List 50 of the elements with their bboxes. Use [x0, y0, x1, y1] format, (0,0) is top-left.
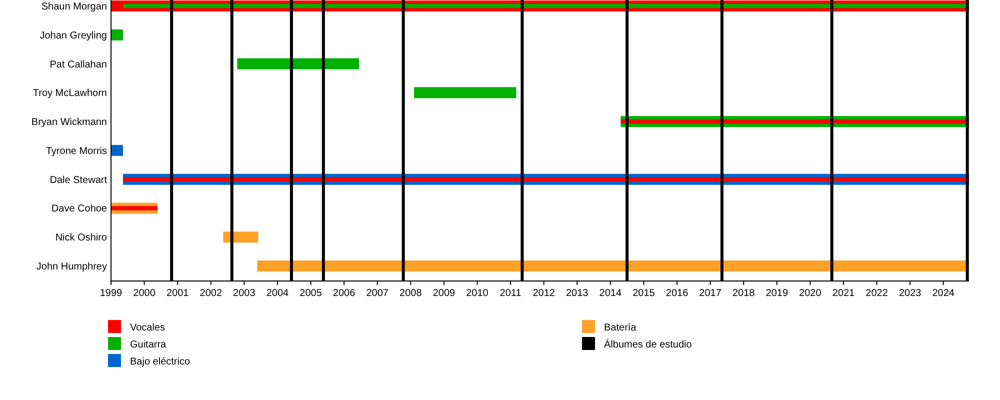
bar: [111, 29, 123, 40]
bar: [620, 119, 969, 124]
x-tick-label: 2023: [898, 288, 922, 299]
y-tick-label: Shaun Morgan: [41, 2, 107, 12]
bar: [223, 232, 258, 243]
y-tick-label: Troy McLawhorn: [32, 88, 107, 100]
x-tick-label: 2022: [866, 288, 888, 299]
y-tick-label: Bryan Wickmann: [31, 117, 107, 128]
x-tick-label: 2004: [266, 288, 290, 299]
y-tick-label: Pat Callahan: [50, 59, 107, 70]
x-tick-label: 2016: [666, 288, 689, 299]
y-tick-label: Dale Stewart: [50, 174, 108, 186]
x-tick-label: 2019: [766, 288, 788, 299]
x-tick-label: 2017: [699, 288, 722, 299]
bar: [237, 58, 360, 70]
x-tick-label: 2005: [300, 288, 322, 299]
y-tick-label: John Humphrey: [36, 262, 107, 272]
x-tick-label: 2011: [500, 288, 522, 299]
x-tick-label: 2018: [732, 288, 756, 299]
bar: [111, 144, 123, 156]
bar: [122, 177, 969, 182]
legend-label: Guitarra: [130, 340, 167, 350]
y-tick-label: Tyrone Morris: [46, 146, 107, 157]
y-tick-label: Johan Greyling: [40, 30, 107, 42]
x-tick-label: 2015: [632, 288, 656, 299]
x-tick-label: 2024: [932, 288, 955, 299]
bar: [257, 260, 969, 272]
x-tick-label: 2006: [332, 288, 356, 299]
bar: [111, 206, 158, 210]
x-tick-label: 2021: [832, 288, 856, 299]
x-tick-label: 2009: [432, 288, 456, 299]
x-tick-label: 2003: [233, 288, 256, 299]
x-tick-label: 2014: [599, 288, 622, 299]
x-tick-label: 2020: [799, 288, 822, 299]
y-tick-label: Nick Oshiro: [55, 232, 108, 244]
x-tick-label: 2001: [166, 288, 190, 299]
x-tick-label: 2000: [133, 288, 156, 299]
bar: [414, 87, 516, 98]
legend-label: Bajo eléctrico: [130, 356, 190, 368]
legend-label: Álbumes de estudio: [604, 338, 692, 350]
legend-label: Batería: [604, 322, 637, 334]
x-tick-label: 1999: [100, 288, 123, 299]
x-tick-label: 2008: [400, 288, 422, 299]
x-tick-label: 2013: [566, 288, 589, 299]
x-tick-label: 2007: [366, 288, 389, 299]
x-tick-label: 2010: [466, 288, 489, 299]
legend-label: Vocales: [130, 322, 166, 334]
y-tick-label: Dave Cohoe: [51, 204, 108, 215]
x-tick-label: 2002: [200, 288, 222, 299]
x-tick-label: 2012: [532, 288, 556, 299]
